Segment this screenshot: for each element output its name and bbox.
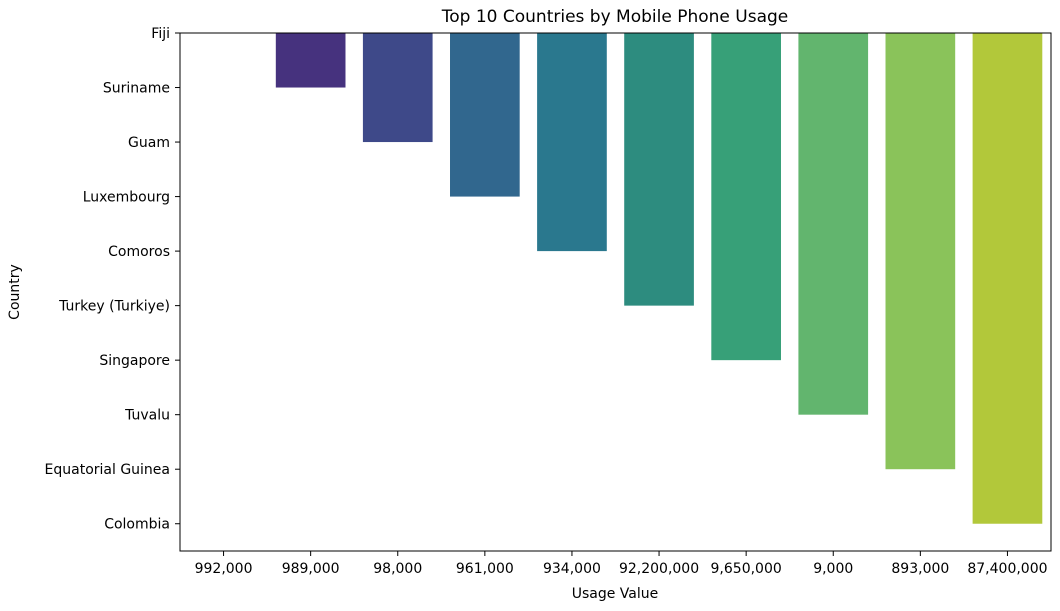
- x-tick-label: 961,000: [456, 561, 514, 577]
- y-axis: Fiji Suriname Guam Luxembourg Comoros Turkey …: [45, 26, 180, 533]
- y-tick-label: Luxembourg: [83, 190, 170, 206]
- x-tick-label: 893,000: [891, 561, 949, 577]
- x-axis-label: Usage Value: [572, 586, 659, 602]
- bar-7: [798, 33, 869, 415]
- bar-2: [362, 33, 433, 143]
- x-tick-label: 9,000: [813, 561, 853, 577]
- y-tick-label: Singapore: [99, 353, 170, 369]
- y-axis-label: Country: [7, 264, 23, 320]
- bar-9: [972, 33, 1043, 524]
- y-tick-label: Suriname: [103, 81, 170, 97]
- x-tick-label: 92,200,000: [619, 561, 699, 577]
- y-tick-label: Fiji: [151, 26, 170, 42]
- bar-3: [450, 33, 520, 197]
- y-tick-label: Comoros: [108, 244, 170, 260]
- x-tick-label: 992,000: [195, 561, 253, 577]
- y-tick-label: Tuvalu: [124, 408, 170, 424]
- bar-5: [624, 33, 694, 306]
- x-tick-label: 9,650,000: [711, 561, 782, 577]
- y-tick-label: Equatorial Guinea: [45, 462, 170, 478]
- y-tick-label: Turkey (Turkiye): [58, 299, 170, 315]
- x-tick-label: 934,000: [543, 561, 601, 577]
- x-tick-label: 87,400,000: [967, 561, 1047, 577]
- x-tick-label: 98,000: [373, 561, 422, 577]
- y-tick-label: Colombia: [104, 517, 170, 533]
- bar-6: [711, 33, 781, 361]
- y-tick-label: Guam: [128, 135, 170, 151]
- bar-8: [885, 33, 956, 470]
- bar-1: [275, 33, 346, 88]
- x-axis: 992,000 989,000 98,000 961,000 934,000 92,200…: [195, 551, 1048, 577]
- plot-frame: [179, 32, 1052, 552]
- bar-4: [537, 33, 607, 252]
- x-tick-label: 989,000: [282, 561, 340, 577]
- bars-group: [275, 33, 1043, 524]
- chart-title: Top 10 Countries by Mobile Phone Usage: [441, 7, 789, 27]
